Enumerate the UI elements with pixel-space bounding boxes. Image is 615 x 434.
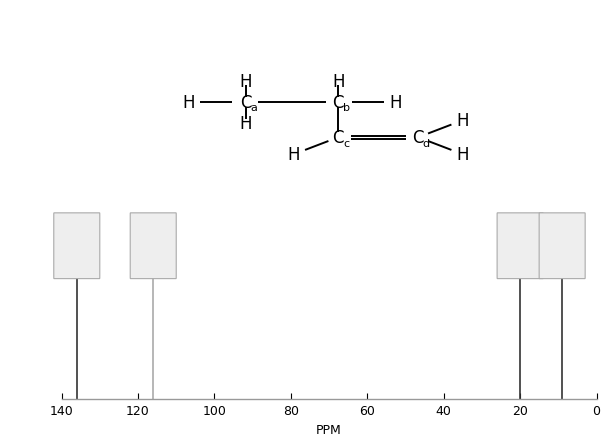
FancyBboxPatch shape (130, 214, 177, 279)
Text: H: H (332, 73, 344, 91)
Text: H: H (456, 112, 469, 130)
Text: H: H (390, 94, 402, 112)
Text: H: H (182, 94, 194, 112)
Text: H: H (456, 146, 469, 164)
Text: H: H (240, 115, 252, 133)
Text: C: C (413, 129, 424, 147)
Text: b: b (343, 103, 350, 113)
Text: H: H (288, 146, 300, 164)
FancyBboxPatch shape (54, 214, 100, 279)
Text: C: C (333, 94, 344, 112)
X-axis label: PPM: PPM (316, 423, 342, 434)
Text: H: H (240, 73, 252, 91)
Text: C: C (240, 94, 252, 112)
Text: C: C (333, 129, 344, 147)
FancyBboxPatch shape (539, 214, 585, 279)
FancyBboxPatch shape (497, 214, 543, 279)
Text: d: d (423, 138, 430, 148)
Text: c: c (343, 138, 349, 148)
Text: a: a (250, 103, 258, 113)
